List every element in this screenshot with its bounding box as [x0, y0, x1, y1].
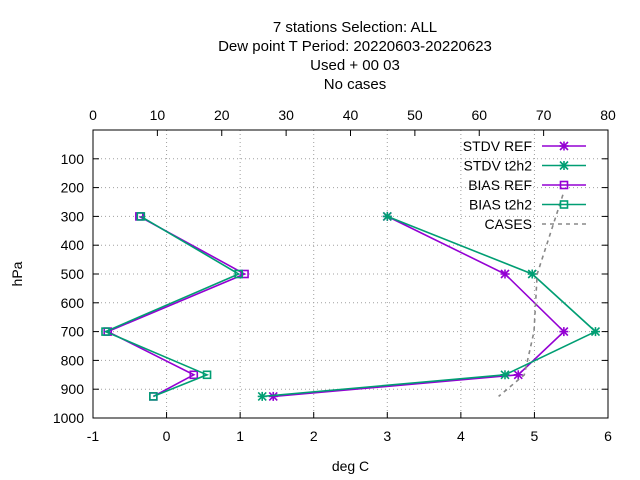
series-bias-t2h2 [101, 212, 243, 401]
series-bias-ref [103, 212, 249, 401]
legend-label: STDV t2h2 [464, 158, 533, 174]
x2-tick-label: 0 [89, 107, 97, 123]
data-point [257, 391, 267, 401]
x-tick-label: 4 [457, 428, 465, 444]
y-tick-label: 800 [61, 352, 85, 368]
data-point [202, 370, 212, 380]
x2-tick-label: 50 [407, 107, 423, 123]
y-tick-label: 300 [61, 208, 85, 224]
legend-label: STDV REF [463, 138, 532, 154]
legend-marker [559, 200, 569, 209]
series-line [273, 215, 566, 398]
data-point [590, 327, 601, 337]
series-line [103, 215, 241, 398]
legend-label: BIAS t2h2 [469, 197, 532, 213]
x-tick-label: -1 [87, 428, 100, 444]
series-stdv-t2h2 [257, 211, 601, 401]
data-point [559, 327, 569, 337]
x-tick-label: 0 [163, 428, 171, 444]
x2-tick-label: 20 [214, 107, 230, 123]
y-tick-label: 1000 [53, 410, 84, 426]
x2-tick-label: 10 [150, 107, 166, 123]
x-tick-label: 6 [604, 428, 612, 444]
legend-label: CASES [485, 216, 532, 232]
y-tick-label: 100 [61, 151, 85, 167]
data-point [527, 269, 537, 279]
series-line [262, 215, 597, 398]
data-point [500, 370, 510, 380]
x-tick-label: 5 [531, 428, 539, 444]
legend: STDV REF STDV t2h2 BIAS REF BIAS t2h2 CASES [463, 138, 586, 232]
title-line: Dew point T Period: 20220603-20220623 [218, 38, 492, 55]
x-tick-label: 3 [383, 428, 391, 444]
chart-title: 7 stations Selection: ALL Dew point T Per… [218, 19, 492, 93]
y-tick-label: 700 [61, 324, 85, 340]
x2-tick-label: 30 [278, 107, 294, 123]
data-point [149, 392, 158, 401]
legend-marker [559, 141, 569, 151]
data-point [136, 212, 146, 221]
x-tick-label: 2 [310, 428, 318, 444]
x2-tick-label: 70 [536, 107, 552, 123]
data-point [513, 370, 523, 380]
x-axis-label: deg C [332, 458, 369, 474]
y-tick-label: 600 [61, 295, 85, 311]
data-point [500, 269, 510, 279]
data-point [101, 327, 110, 336]
title-line: Used + 00 03 [310, 57, 400, 74]
title-line: 7 stations Selection: ALL [273, 19, 437, 36]
x2-tick-label: 60 [471, 107, 487, 123]
legend-marker [559, 180, 569, 190]
x-tick-label: 1 [236, 428, 244, 444]
legend-label: BIAS REF [468, 177, 532, 193]
title-line: No cases [324, 76, 387, 93]
data-point [382, 211, 392, 221]
y-tick-label: 400 [61, 237, 85, 253]
x2-tick-label: 40 [343, 107, 359, 123]
data-point [234, 269, 243, 279]
axis-ticks: -1 0 1 2 3 4 5 60 10 20 30 40 50 60 70 8010020030040050… [53, 107, 616, 444]
data-point [240, 269, 249, 279]
series-layer [101, 194, 601, 401]
y-tick-label: 200 [61, 180, 85, 196]
y-axis-label: hPa [9, 261, 25, 286]
series-line [105, 215, 247, 398]
y-tick-label: 900 [61, 381, 85, 397]
data-point [189, 370, 199, 380]
legend-marker [559, 160, 569, 171]
x2-tick-label: 80 [600, 107, 616, 123]
y-tick-label: 500 [61, 266, 85, 282]
